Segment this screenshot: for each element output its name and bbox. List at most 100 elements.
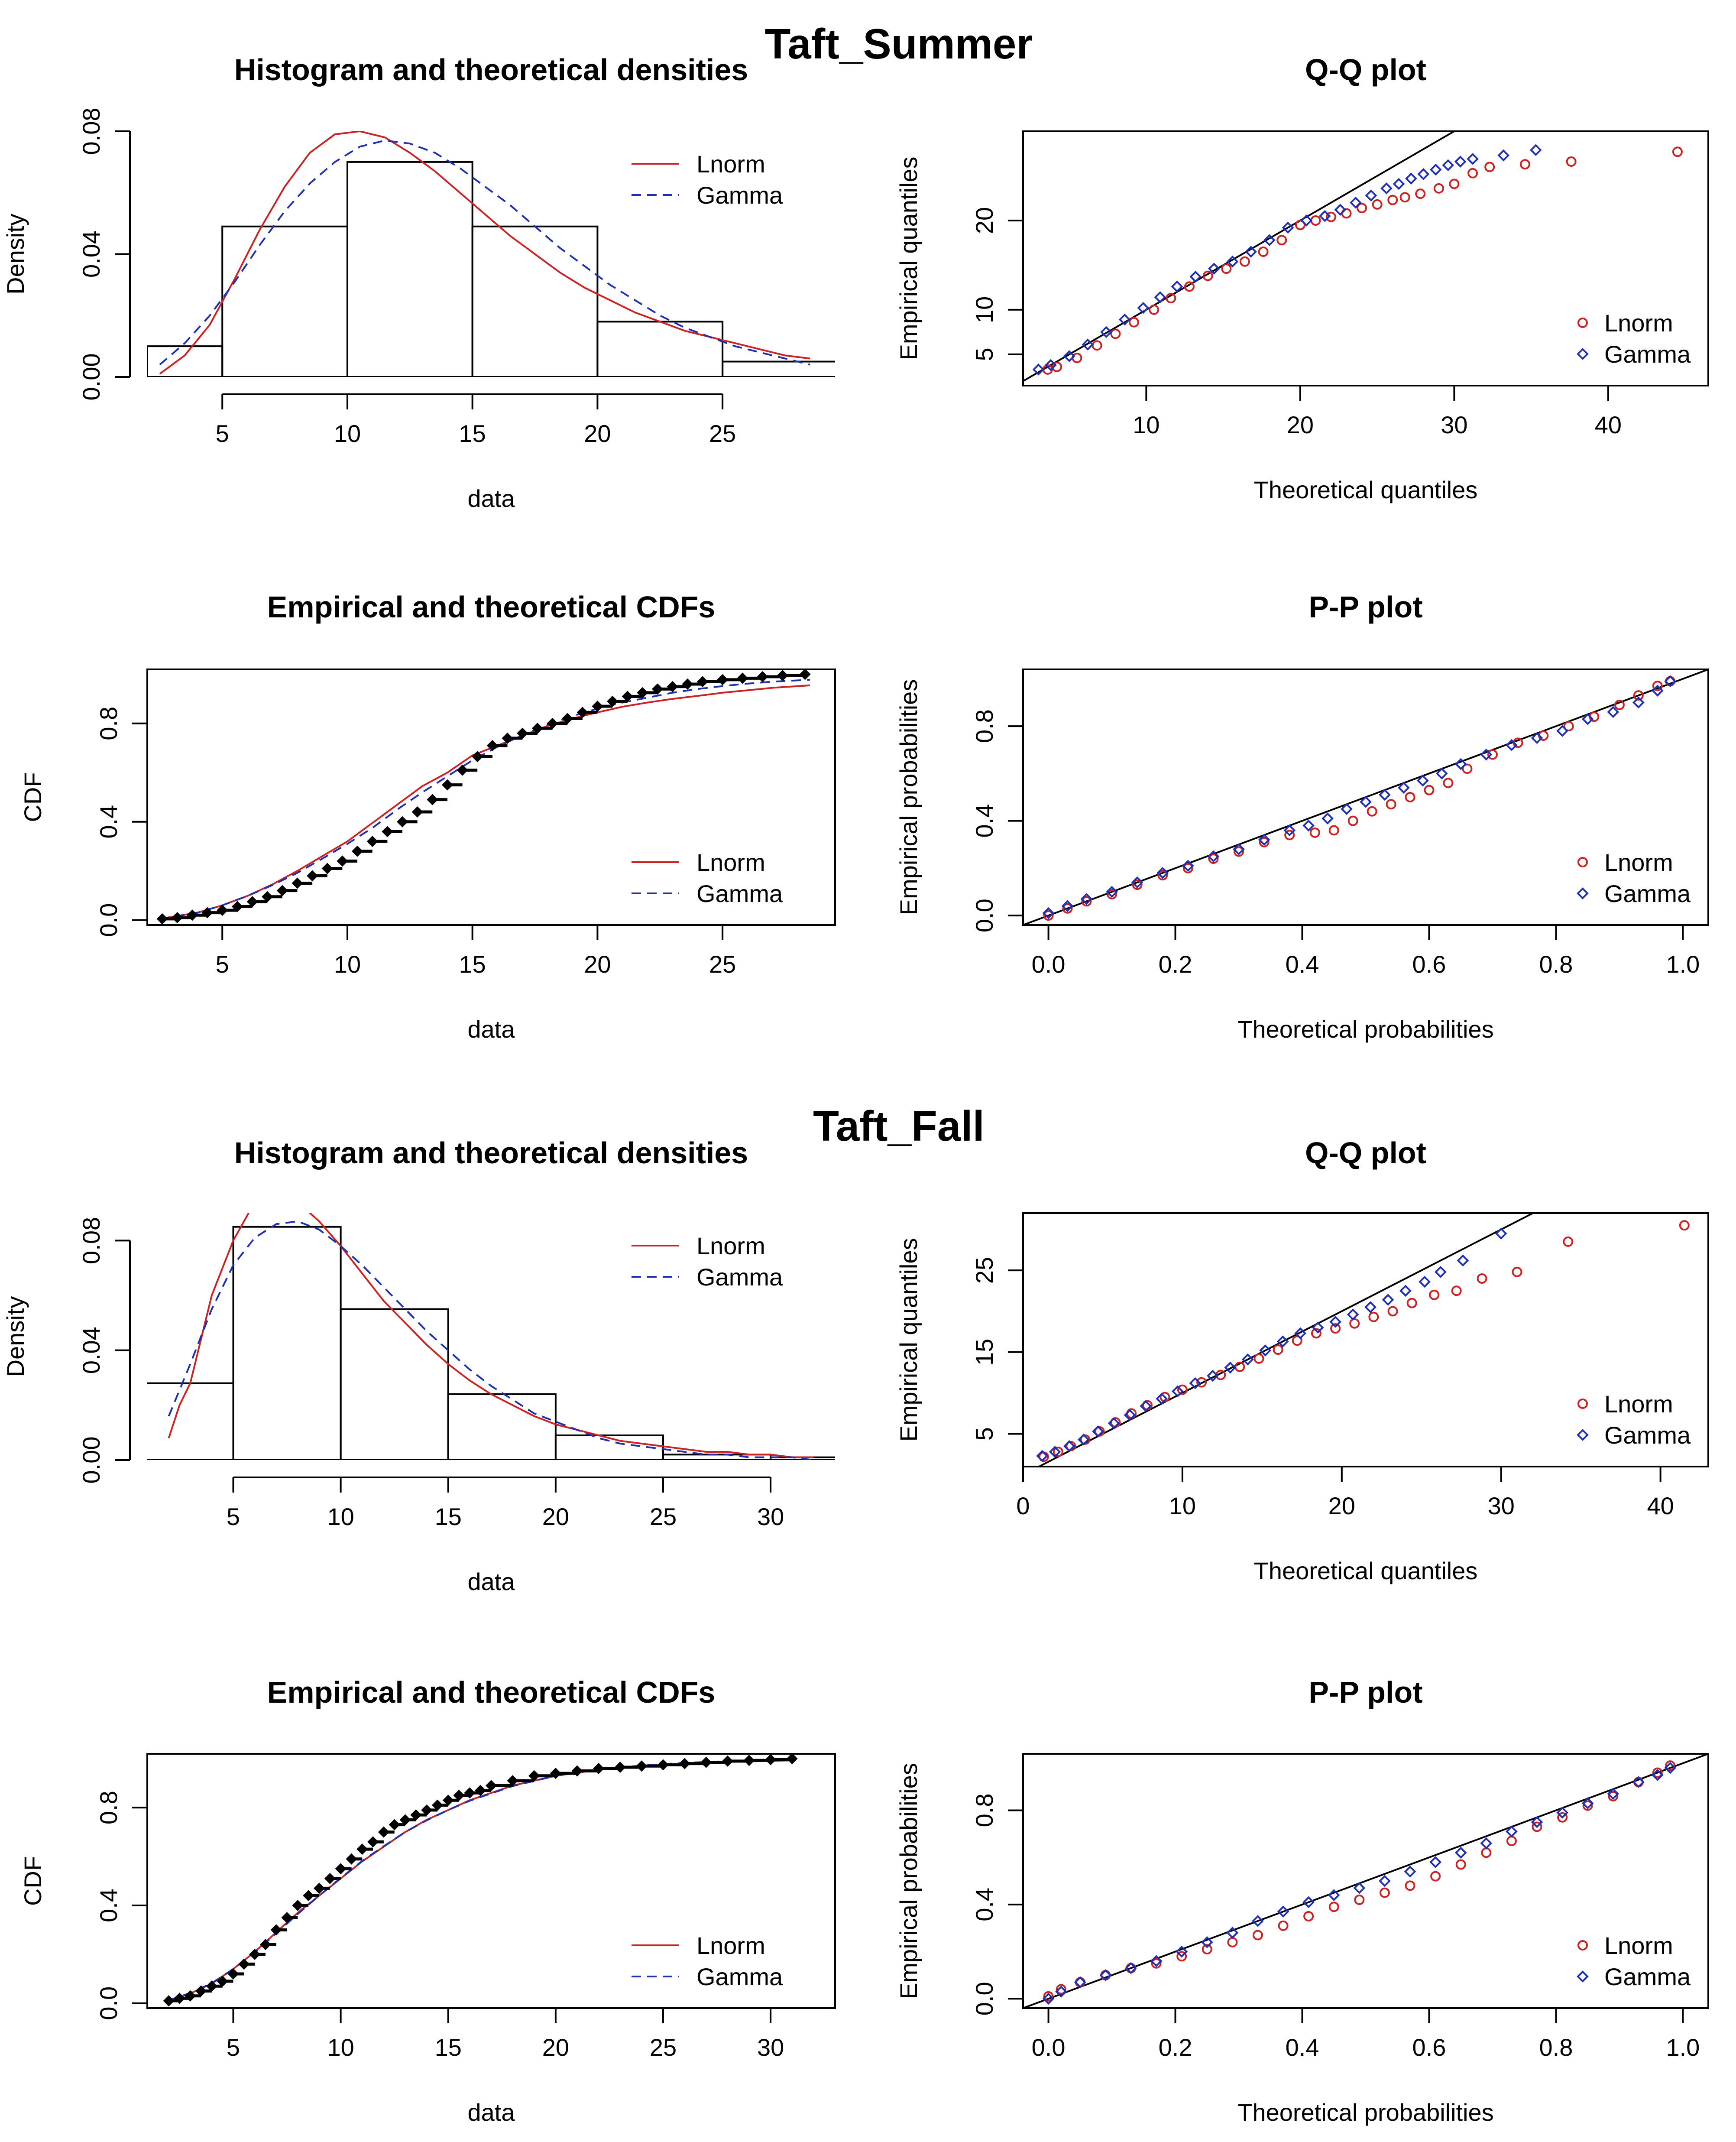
ecdf-point <box>186 909 198 921</box>
legend: Lnorm Gamma <box>632 849 783 907</box>
x-tick-label: 30 <box>1441 411 1467 438</box>
ecdf-point <box>238 1958 250 1970</box>
ecdf-point <box>700 1756 712 1768</box>
ecdf-point <box>399 1814 411 1826</box>
lnorm-point <box>1110 328 1121 339</box>
x-axis-label: Theoretical quantiles <box>1254 476 1478 503</box>
x-axis-label: Theoretical probabilities <box>1237 1016 1493 1043</box>
x-tick-label: 20 <box>1328 1492 1355 1519</box>
gamma-point <box>1092 1425 1104 1438</box>
ecdf-point <box>757 671 768 683</box>
ecdf-point <box>337 855 348 867</box>
chart-panel-7: P-P plot 0.0 0.2 0.4 0.6 0.8 1.0 0.0 0.4 0.8 Theor… <box>895 1675 1709 2126</box>
ecdf-point <box>335 1863 347 1875</box>
ecdf-point <box>682 678 693 690</box>
gamma-point <box>1531 1816 1543 1828</box>
gamma-point <box>1419 1275 1431 1288</box>
histogram-bar <box>554 1434 664 1460</box>
ecdf-point <box>472 751 483 763</box>
legend-lnorm-symbol <box>1577 857 1588 867</box>
ecdf-point <box>717 674 729 685</box>
gamma-point <box>1454 156 1467 168</box>
lnorm-point <box>1614 699 1625 710</box>
x-tick-label: 1.0 <box>1666 951 1700 978</box>
gamma-point <box>1379 1875 1391 1887</box>
gamma-point <box>1042 907 1055 919</box>
x-tick-label: 0.0 <box>1032 2034 1066 2061</box>
lnorm-point <box>1107 889 1117 899</box>
gamma-point <box>1334 204 1347 216</box>
legend-label: Gamma <box>696 1263 783 1291</box>
lnorm-point <box>1512 1266 1522 1277</box>
x-tick-label: 5 <box>216 951 229 978</box>
legend: Lnorm Gamma <box>1577 1932 1691 1990</box>
gamma-point <box>1302 819 1315 832</box>
x-tick-label: 0.2 <box>1159 951 1192 978</box>
lnorm-point <box>1177 1384 1188 1395</box>
ecdf-point <box>246 896 258 908</box>
lnorm-point <box>1405 1880 1415 1891</box>
x-tick-label: 25 <box>709 420 736 447</box>
gamma-point <box>1189 270 1202 283</box>
lnorm-point <box>1043 1991 1054 2002</box>
y-tick-label: 0.4 <box>95 1889 122 1922</box>
gamma-point <box>1233 843 1245 856</box>
histogram-bar <box>340 1308 449 1460</box>
gamma-point <box>1530 144 1542 156</box>
ecdf-point <box>201 907 213 918</box>
ecdf-point <box>427 794 438 805</box>
x-tick-label: 0.0 <box>1032 951 1066 978</box>
gamma-point <box>1125 1962 1137 1974</box>
x-tick-label: 10 <box>334 951 361 978</box>
y-tick-label: 10 <box>971 296 998 323</box>
legend: Lnorm Gamma <box>1577 849 1691 907</box>
y-tick-label: 0.8 <box>971 709 998 743</box>
x-axis-label: Theoretical probabilities <box>1237 2099 1493 2126</box>
gamma-point <box>1417 168 1430 180</box>
lnorm-point <box>1566 156 1577 167</box>
chart-panel-6: Empirical and theoretical CDFs 5 10 15 20 25 3… <box>19 1675 836 2126</box>
gamma-point <box>1082 338 1094 351</box>
lnorm-point <box>1354 1894 1365 1905</box>
ecdf-point <box>777 670 788 682</box>
chart-panel-3: P-P plot 0.0 0.2 0.4 0.6 0.8 1.0 0.0 0.4 0.8 Theor… <box>895 590 1709 1043</box>
y-tick-label: 0.0 <box>971 899 998 932</box>
x-tick-label: 20 <box>542 1503 569 1530</box>
y-tick-label: 20 <box>971 207 998 234</box>
ecdf-point <box>652 683 664 695</box>
legend-label: Lnorm <box>696 150 765 178</box>
x-tick-label: 10 <box>334 420 361 447</box>
legend-gamma-symbol <box>1577 1970 1589 1983</box>
gamma-point <box>1063 1440 1075 1452</box>
gamma-point <box>1329 1316 1341 1328</box>
gamma-point <box>1651 685 1664 697</box>
ecdf-point <box>367 1836 379 1848</box>
ecdf-point <box>550 1768 561 1779</box>
gamma-point <box>1156 1392 1168 1405</box>
gamma-point <box>1480 1837 1493 1850</box>
ecdf-point <box>356 1843 368 1855</box>
ecdf-point <box>346 1853 357 1865</box>
gamma-point <box>1032 363 1045 376</box>
gamma-point <box>1055 1986 1067 1998</box>
y-axis-label: CDF <box>19 772 46 822</box>
plot-area <box>163 1754 798 2007</box>
ecdf-point <box>547 717 558 729</box>
x-tick-label: 15 <box>459 420 486 447</box>
gamma-point <box>1131 876 1143 889</box>
gamma-point <box>1607 1788 1619 1800</box>
legend-label: Gamma <box>696 880 783 907</box>
gamma-point <box>1226 1927 1239 1939</box>
gamma-point <box>1632 696 1645 709</box>
gamma-point <box>1360 796 1372 808</box>
plot-frame <box>146 1753 836 2009</box>
lnorm-point <box>1328 1902 1339 1912</box>
lnorm-point <box>1273 1344 1283 1355</box>
gamma-point <box>1399 1285 1412 1297</box>
y-tick-label: 0.00 <box>78 354 105 401</box>
ecdf-point <box>528 1770 540 1782</box>
gamma-point <box>1312 1321 1324 1334</box>
x-tick-label: 0 <box>1016 1492 1030 1519</box>
lnorm-point <box>1062 903 1073 914</box>
ecdf-point <box>507 1775 518 1787</box>
